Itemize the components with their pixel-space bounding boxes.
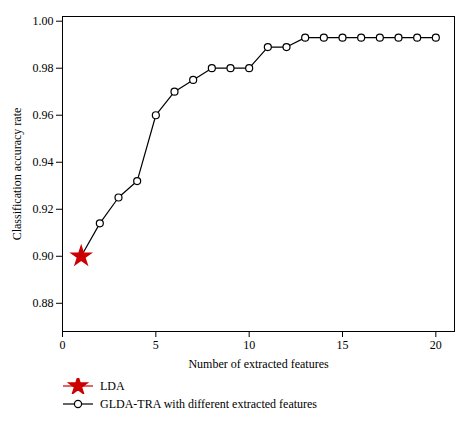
svg-text:0.90: 0.90	[33, 249, 54, 263]
html-text:LDA: LDA	[100, 378, 125, 393]
svg-text:0.92: 0.92	[33, 202, 54, 216]
svg-text:0.88: 0.88	[33, 296, 54, 310]
svg-text:0.94: 0.94	[33, 155, 54, 169]
svg-text:Number of extracted features: Number of extracted features	[188, 357, 329, 371]
svg-text:5: 5	[153, 338, 159, 352]
svg-text:Classification accuracy rate: Classification accuracy rate	[10, 108, 24, 241]
svg-text:10: 10	[243, 338, 255, 352]
svg-text:15: 15	[337, 338, 349, 352]
html-text:GLDA-TRA with different extrac: GLDA-TRA with different extracted featur…	[100, 396, 317, 411]
svg-text:0: 0	[60, 338, 66, 352]
svg-text:20: 20	[430, 338, 442, 352]
svg-text:0.96: 0.96	[33, 108, 54, 122]
svg-text:1.00: 1.00	[33, 14, 54, 28]
svg-text:0.98: 0.98	[33, 61, 54, 75]
